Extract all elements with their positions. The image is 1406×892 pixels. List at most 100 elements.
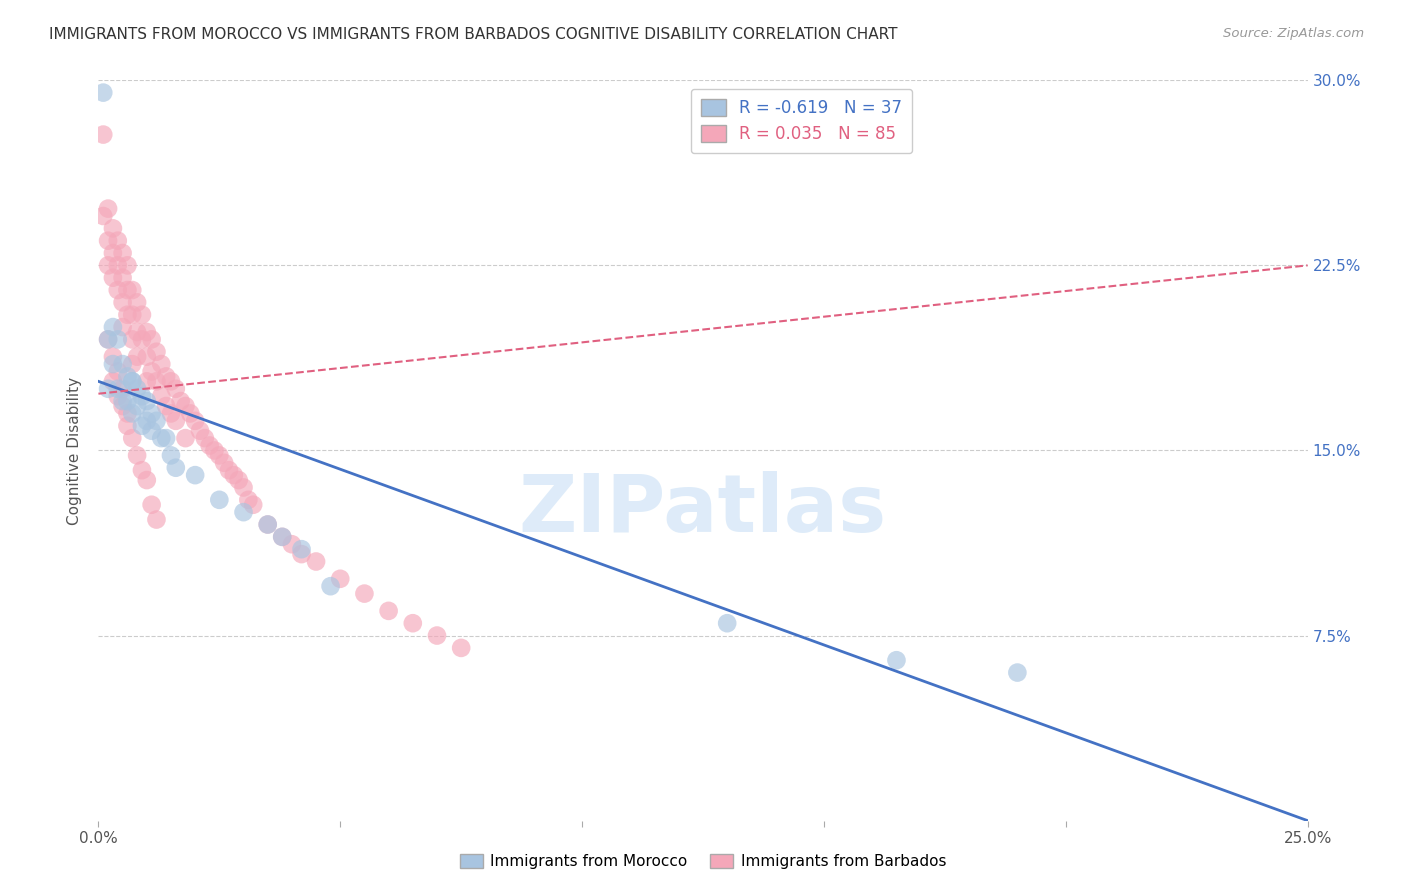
Point [290, 542, 312, 557]
Point [198, 438, 221, 452]
Point [141, 407, 163, 421]
Point [188, 424, 211, 438]
Point [135, 325, 157, 339]
Point [121, 431, 143, 445]
Point [135, 414, 157, 428]
Point [111, 394, 134, 409]
Point [145, 344, 167, 359]
Point [281, 537, 304, 551]
Point [107, 364, 129, 378]
Point [141, 364, 163, 378]
Point [450, 640, 472, 655]
Point [208, 449, 231, 463]
Point [97, 332, 120, 346]
Point [256, 517, 278, 532]
Point [111, 270, 134, 285]
Point [271, 530, 294, 544]
Point [107, 332, 129, 346]
Point [97, 258, 120, 272]
Point [127, 399, 149, 413]
Text: Source: ZipAtlas.com: Source: ZipAtlas.com [1223, 27, 1364, 40]
Point [1007, 665, 1029, 680]
Point [107, 389, 129, 403]
Y-axis label: Cognitive Disability: Cognitive Disability [67, 376, 83, 524]
Point [121, 375, 143, 389]
Point [117, 258, 139, 272]
Legend: Immigrants from Morocco, Immigrants from Barbados: Immigrants from Morocco, Immigrants from… [454, 848, 952, 875]
Point [127, 295, 149, 310]
Point [117, 394, 139, 409]
Point [242, 498, 264, 512]
Point [716, 616, 738, 631]
Point [121, 375, 143, 389]
Point [97, 202, 120, 216]
Point [256, 517, 278, 532]
Point [121, 407, 143, 421]
Point [145, 414, 167, 428]
Point [141, 332, 163, 346]
Point [111, 320, 134, 334]
Point [886, 653, 908, 667]
Point [97, 332, 120, 346]
Point [127, 449, 149, 463]
Point [91, 209, 114, 223]
Point [160, 375, 183, 389]
Point [135, 350, 157, 364]
Point [222, 468, 245, 483]
Point [194, 431, 217, 445]
Point [204, 443, 226, 458]
Point [131, 389, 153, 403]
Point [131, 332, 153, 346]
Point [101, 270, 124, 285]
Point [155, 399, 177, 413]
Point [232, 505, 254, 519]
Point [131, 308, 153, 322]
Point [101, 357, 124, 371]
Point [150, 389, 173, 403]
Point [127, 325, 149, 339]
Point [141, 498, 163, 512]
Point [107, 283, 129, 297]
Point [208, 492, 231, 507]
Point [91, 86, 114, 100]
Point [127, 382, 149, 396]
Point [117, 308, 139, 322]
Point [271, 530, 294, 544]
Point [160, 449, 183, 463]
Point [150, 431, 173, 445]
Point [111, 246, 134, 260]
Point [160, 407, 183, 421]
Point [107, 382, 129, 396]
Point [131, 463, 153, 477]
Point [165, 414, 187, 428]
Point [218, 463, 240, 477]
Point [131, 418, 153, 433]
Point [111, 295, 134, 310]
Point [117, 407, 139, 421]
Point [232, 480, 254, 494]
Point [101, 350, 124, 364]
Point [155, 369, 177, 384]
Point [228, 473, 250, 487]
Point [141, 424, 163, 438]
Point [212, 456, 235, 470]
Point [174, 431, 197, 445]
Point [426, 628, 449, 642]
Point [150, 357, 173, 371]
Point [97, 234, 120, 248]
Point [329, 572, 352, 586]
Text: IMMIGRANTS FROM MOROCCO VS IMMIGRANTS FROM BARBADOS COGNITIVE DISABILITY CORRELA: IMMIGRANTS FROM MOROCCO VS IMMIGRANTS FR… [49, 27, 897, 42]
Point [165, 460, 187, 475]
Point [169, 394, 191, 409]
Point [290, 547, 312, 561]
Point [121, 332, 143, 346]
Point [155, 431, 177, 445]
Point [101, 375, 124, 389]
Point [184, 414, 207, 428]
Point [184, 468, 207, 483]
Point [111, 357, 134, 371]
Point [111, 382, 134, 396]
Point [107, 234, 129, 248]
Point [101, 246, 124, 260]
Point [117, 418, 139, 433]
